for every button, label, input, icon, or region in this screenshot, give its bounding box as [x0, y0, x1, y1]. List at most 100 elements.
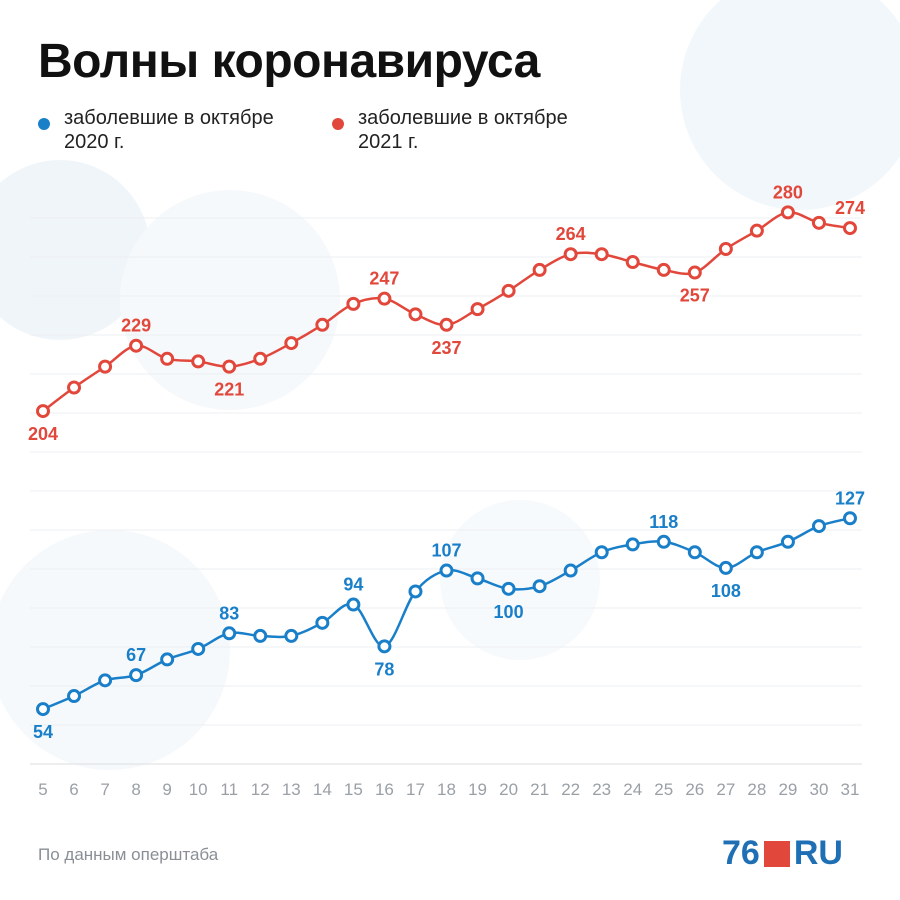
- point: [67, 689, 82, 704]
- value-label: 67: [126, 645, 146, 665]
- x-tick-label: 17: [406, 780, 425, 799]
- point: [656, 534, 671, 549]
- chart-title: Волны коронавируса: [38, 35, 540, 88]
- point: [594, 247, 609, 262]
- x-tick-label: 27: [716, 780, 735, 799]
- point: [408, 584, 423, 599]
- value-label: 83: [219, 603, 239, 623]
- point: [284, 628, 299, 643]
- x-tick-label: 10: [189, 780, 208, 799]
- point: [191, 641, 206, 656]
- point: [718, 560, 733, 575]
- x-tick-label: 8: [131, 780, 140, 799]
- value-label: 280: [773, 182, 803, 202]
- x-tick-label: 11: [220, 780, 238, 799]
- value-label: 100: [494, 602, 524, 622]
- point: [439, 317, 454, 332]
- value-label: 237: [431, 338, 461, 358]
- point: [563, 563, 578, 578]
- point: [160, 351, 175, 366]
- point: [98, 673, 113, 688]
- point: [532, 579, 547, 594]
- point: [749, 223, 764, 238]
- point: [408, 307, 423, 322]
- x-tick-label: 21: [530, 780, 549, 799]
- x-tick-label: 31: [841, 780, 860, 799]
- point: [780, 534, 795, 549]
- legend-dot: [332, 118, 344, 130]
- point: [253, 628, 268, 643]
- point: [749, 545, 764, 560]
- point: [98, 359, 113, 374]
- point: [377, 639, 392, 654]
- point: [315, 317, 330, 332]
- x-tick-label: 7: [100, 780, 109, 799]
- value-label: 127: [835, 488, 865, 508]
- point: [222, 626, 237, 641]
- point: [811, 215, 826, 230]
- value-label: 94: [343, 575, 363, 595]
- point: [191, 354, 206, 369]
- point: [718, 241, 733, 256]
- point: [346, 597, 361, 612]
- legend-item: заболевшие в октябре 2020 г.: [38, 106, 279, 154]
- legend-label: заболевшие в октябре 2021 г.: [358, 107, 568, 153]
- x-tick-label: 15: [344, 780, 363, 799]
- point: [625, 255, 640, 270]
- point: [160, 652, 175, 667]
- logo-text: RU: [793, 834, 843, 872]
- x-tick-label: 26: [685, 780, 704, 799]
- point: [377, 291, 392, 306]
- point: [470, 571, 485, 586]
- value-label: 107: [431, 541, 461, 561]
- x-tick-label: 13: [282, 780, 301, 799]
- point: [129, 668, 144, 683]
- point: [346, 296, 361, 311]
- value-label: 54: [33, 722, 53, 742]
- value-label: 264: [556, 224, 586, 244]
- point: [687, 545, 702, 560]
- x-tick-label: 19: [468, 780, 487, 799]
- point: [284, 336, 299, 351]
- point: [129, 338, 144, 353]
- logo-square: [763, 840, 790, 867]
- point: [222, 359, 237, 374]
- x-tick-label: 5: [38, 780, 47, 799]
- x-tick-label: 29: [778, 780, 797, 799]
- point: [843, 511, 857, 526]
- x-tick-label: 23: [592, 780, 611, 799]
- legend-dot: [38, 118, 50, 130]
- point: [67, 380, 82, 395]
- x-tick-label: 30: [810, 780, 829, 799]
- x-tick-label: 20: [499, 780, 518, 799]
- point: [36, 404, 50, 419]
- value-label: 229: [121, 316, 151, 336]
- point: [563, 247, 578, 262]
- x-tick-label: 6: [69, 780, 78, 799]
- value-label: 274: [835, 198, 865, 218]
- point: [470, 302, 485, 317]
- value-label: 257: [680, 286, 710, 306]
- x-tick-label: 25: [654, 780, 673, 799]
- x-tick-label: 24: [623, 780, 642, 799]
- value-label: 204: [28, 424, 58, 444]
- x-tick-label: 12: [251, 780, 270, 799]
- background-decor: [0, 0, 900, 340]
- point: [253, 351, 268, 366]
- point: [687, 265, 702, 280]
- value-label: 221: [214, 380, 244, 400]
- point: [439, 563, 454, 578]
- point: [315, 615, 330, 630]
- point: [780, 205, 795, 220]
- point: [594, 545, 609, 560]
- point: [625, 537, 640, 552]
- point: [36, 702, 50, 717]
- value-label: 108: [711, 581, 741, 601]
- x-tick-label: 16: [375, 780, 394, 799]
- value-label: 78: [374, 659, 394, 679]
- point: [843, 221, 857, 236]
- point: [501, 581, 516, 596]
- point: [501, 283, 516, 298]
- source: По данным оперштаба: [38, 845, 219, 864]
